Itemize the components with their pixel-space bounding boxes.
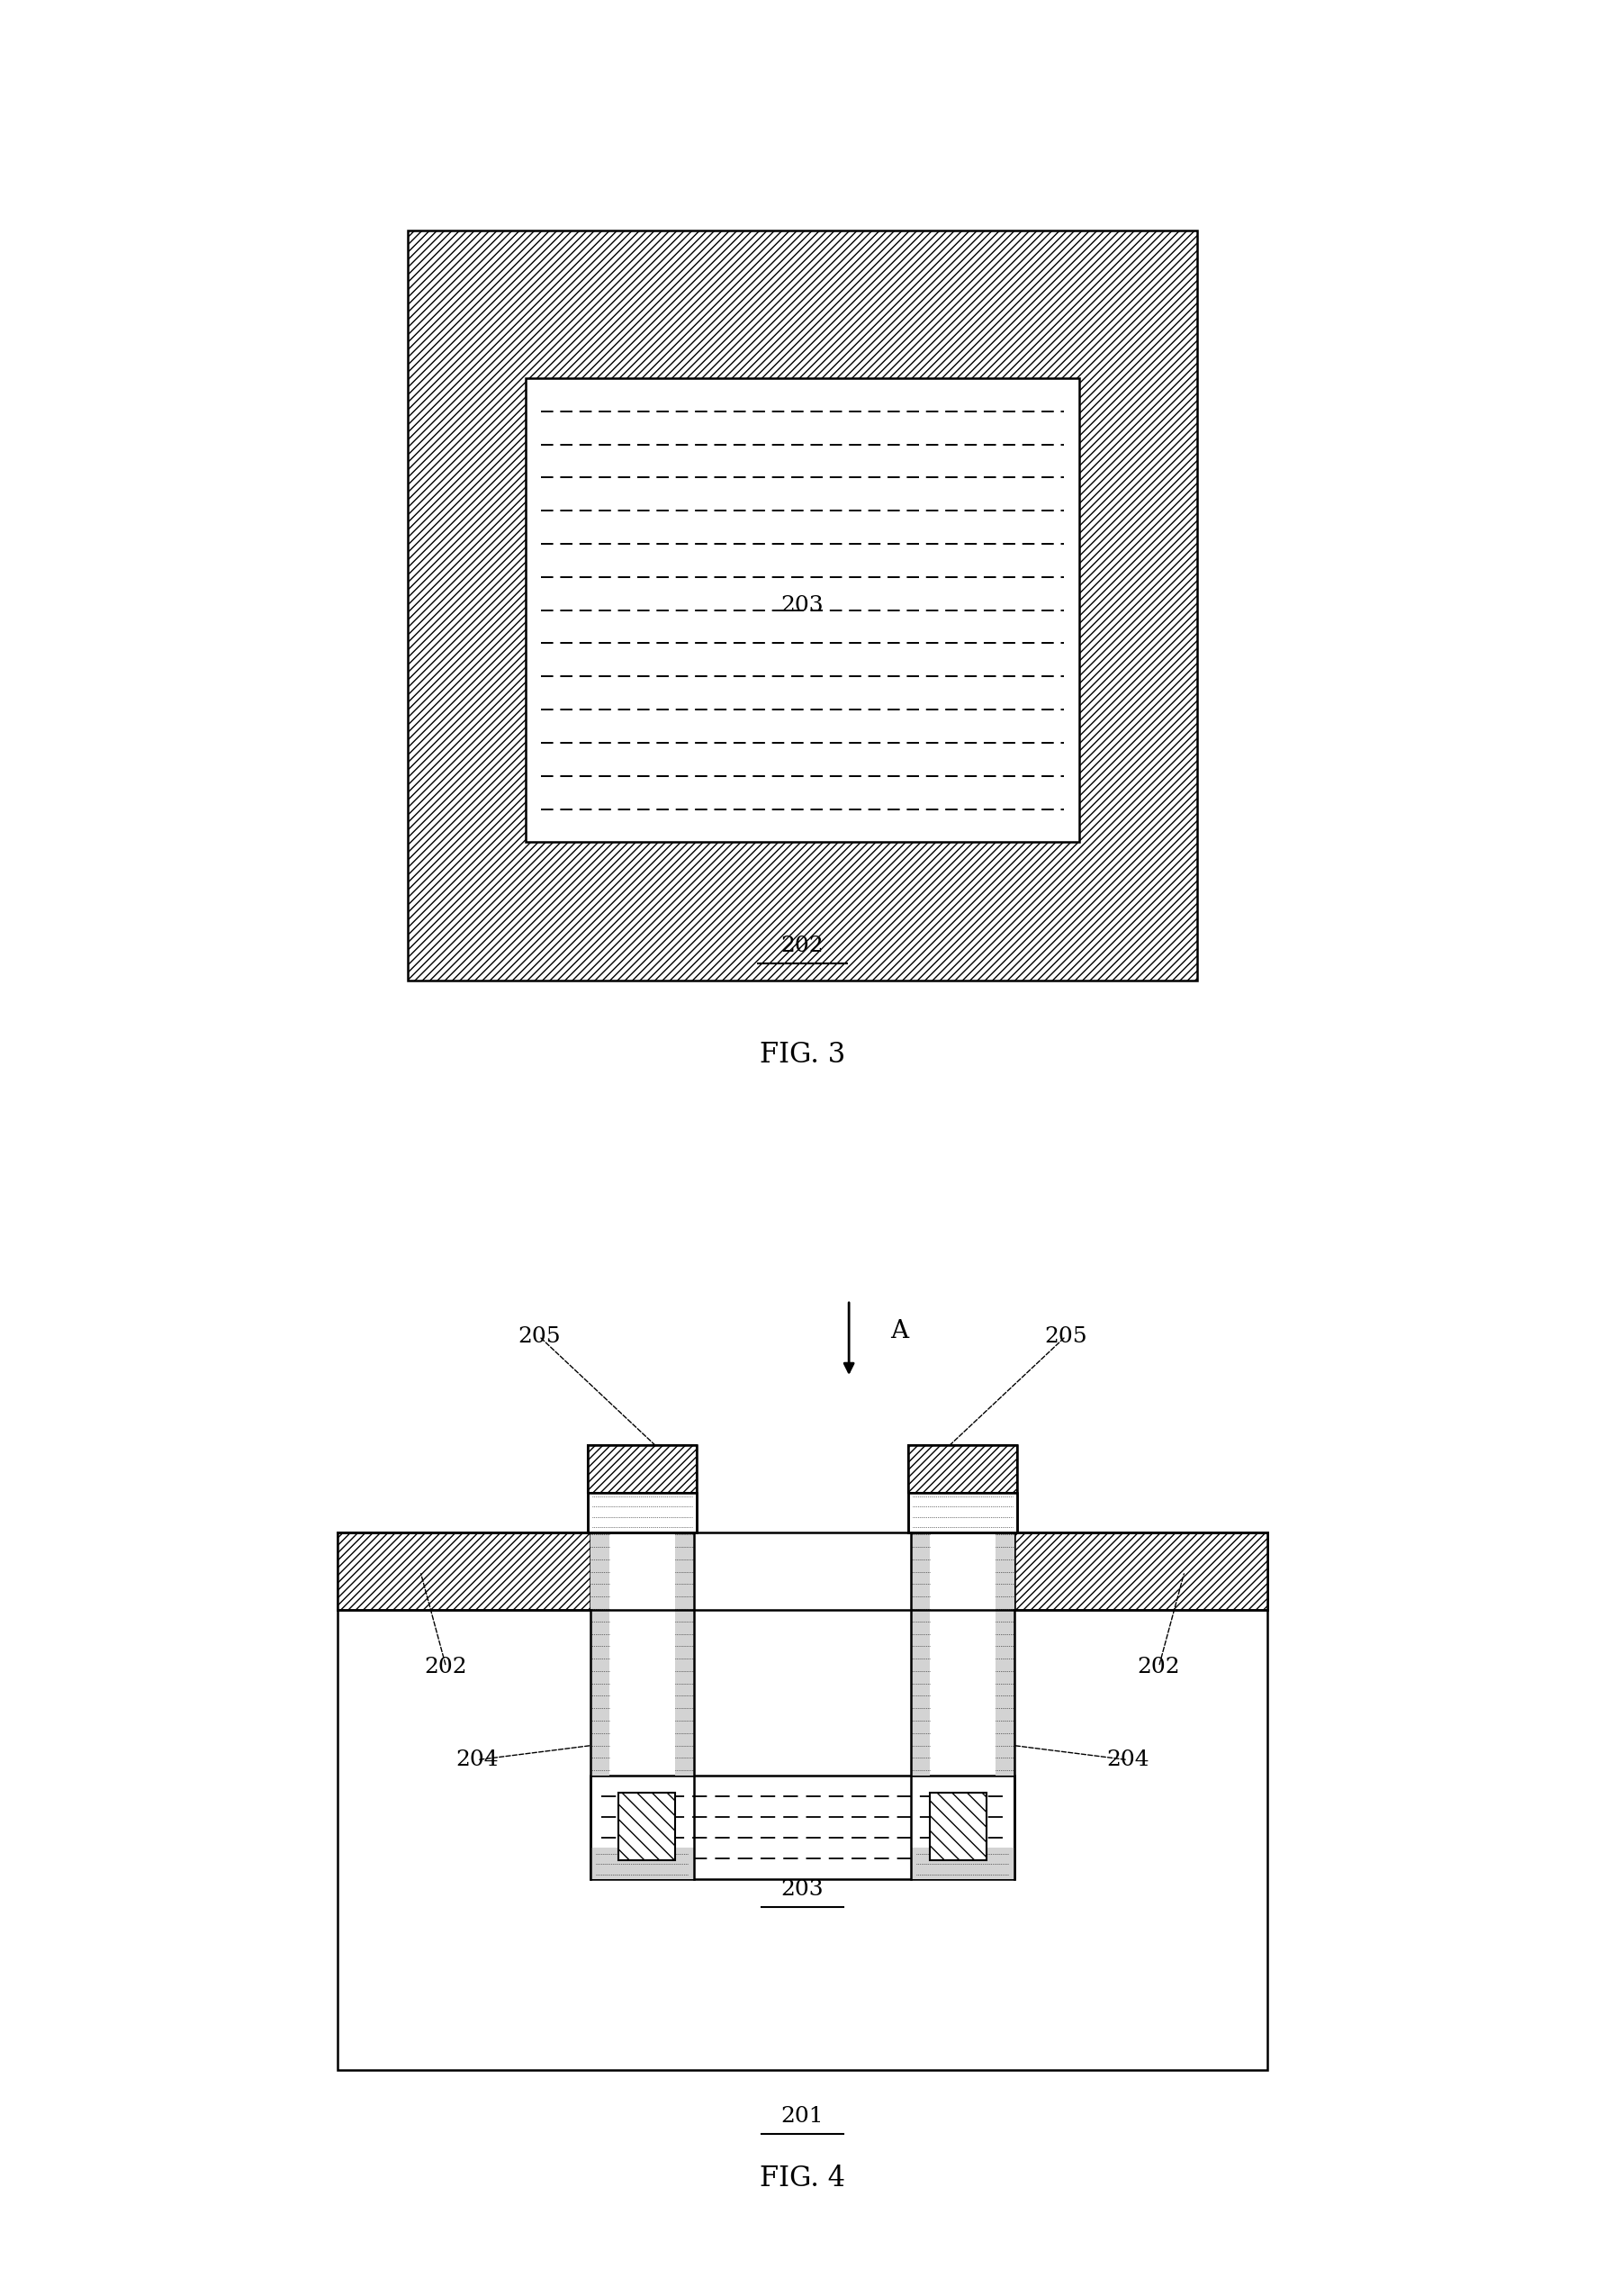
Bar (1014, 1534, 1267, 1609)
Bar (675, 1534, 693, 1775)
Bar (587, 1444, 696, 1534)
Text: 202: 202 (781, 934, 823, 955)
Bar (590, 1775, 1014, 1878)
Text: 204: 204 (1105, 1750, 1148, 1770)
Text: 203: 203 (781, 1878, 823, 1899)
Bar (337, 1534, 1267, 2071)
Bar (908, 1444, 1017, 1534)
Bar (590, 1534, 610, 1775)
Text: 201: 201 (781, 2105, 823, 2126)
Bar (911, 1848, 1014, 1878)
Text: 202: 202 (425, 1655, 467, 1678)
Bar (994, 1534, 1014, 1775)
Bar (590, 1848, 693, 1878)
Text: 202: 202 (1137, 1655, 1179, 1678)
Text: 203: 203 (781, 595, 823, 615)
Polygon shape (618, 1793, 675, 1860)
Polygon shape (929, 1793, 986, 1860)
Text: FIG. 3: FIG. 3 (759, 1040, 845, 1068)
Text: 204: 204 (456, 1750, 499, 1770)
Polygon shape (587, 1444, 696, 1492)
Text: 205: 205 (1044, 1325, 1086, 1348)
Bar (911, 1534, 929, 1775)
Text: FIG. 4: FIG. 4 (759, 2165, 845, 2193)
Bar (526, 379, 1078, 843)
Text: A: A (890, 1318, 908, 1343)
Bar (337, 1534, 590, 1609)
Bar (587, 1492, 696, 1534)
Text: 205: 205 (518, 1325, 560, 1348)
Bar (407, 230, 1197, 980)
Polygon shape (908, 1444, 1017, 1492)
Bar (908, 1492, 1017, 1534)
